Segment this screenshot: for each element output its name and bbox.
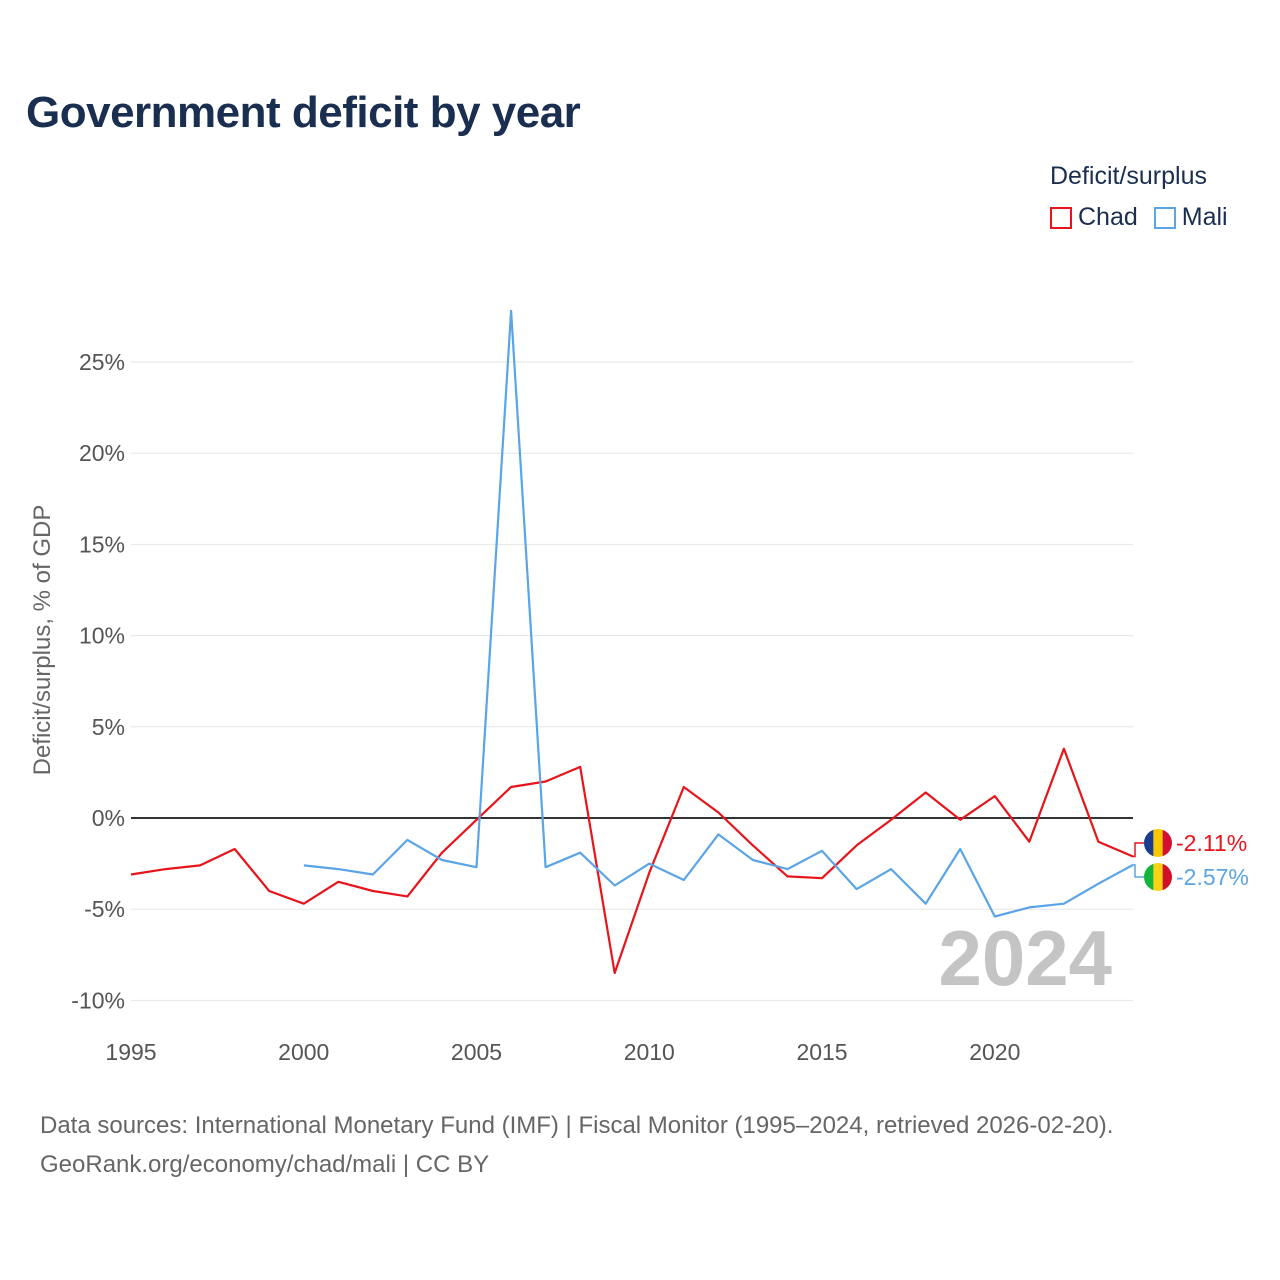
y-axis-label: Deficit/surplus, % of GDP: [29, 505, 56, 776]
chart-title: Government deficit by year: [26, 88, 581, 137]
legend-item-chad[interactable]: Chad: [1050, 203, 1138, 232]
x-tick-label: 2020: [969, 1039, 1020, 1065]
x-tick-label: 2000: [278, 1039, 329, 1065]
flag-mali-icon: [1144, 863, 1172, 891]
end-label-chad: -2.11%: [1176, 830, 1247, 856]
y-tick-label: 25%: [79, 349, 125, 375]
source-line-1: Data sources: International Monetary Fun…: [40, 1112, 1114, 1139]
y-tick-label: 10%: [79, 623, 125, 649]
x-tick-label: 2015: [796, 1039, 847, 1065]
flag-chad-icon: [1144, 829, 1172, 857]
series-line-mali: [303, 309, 1134, 918]
end-connector-mali: [1133, 864, 1144, 878]
source-note: Data sources: International Monetary Fun…: [40, 1106, 1113, 1184]
y-tick-label: 15%: [79, 531, 125, 557]
legend-item-mali[interactable]: Mali: [1153, 203, 1228, 232]
series-line-chad: [130, 747, 1134, 975]
y-tick-label: -5%: [84, 896, 125, 922]
y-tick-label: 0%: [92, 805, 125, 831]
y-tick-label: 20%: [79, 440, 125, 466]
x-tick-label: 2010: [624, 1039, 675, 1065]
legend-title: Deficit/surplus: [1050, 162, 1207, 190]
y-tick-label: 5%: [92, 714, 125, 740]
y-tick-label: -10%: [71, 987, 125, 1013]
legend-label-mali: Mali: [1181, 203, 1228, 231]
end-label-mali: -2.57%: [1176, 864, 1249, 890]
legend-swatch-mali: [1153, 206, 1176, 229]
legend: Chad Mali: [1050, 203, 1228, 232]
x-tick-label: 2005: [451, 1039, 502, 1065]
x-tick-label: 1995: [105, 1039, 156, 1065]
year-watermark: 2024: [938, 914, 1112, 1002]
legend-swatch-chad: [1050, 206, 1072, 229]
legend-label-chad: Chad: [1078, 203, 1138, 231]
end-connector-chad: [1133, 842, 1144, 858]
source-line-2[interactable]: GeoRank.org/economy/chad/mali | CC BY: [40, 1151, 490, 1178]
